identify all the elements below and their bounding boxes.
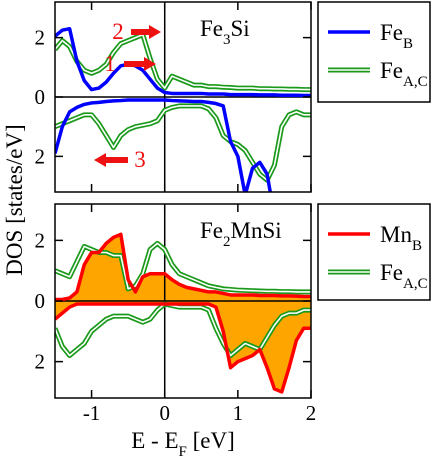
text-part: F <box>179 444 187 459</box>
y-tick-label: 0 <box>35 289 46 313</box>
legend-label: MnB <box>380 222 422 254</box>
y-tick-label: 0 <box>35 85 46 109</box>
series-line-inner <box>55 303 311 357</box>
x-tick-label: 1 <box>233 401 244 425</box>
annotation-arrow <box>124 57 156 71</box>
y-tick-label: 2 <box>35 350 46 374</box>
area-fill <box>55 234 311 301</box>
series-line <box>55 26 311 98</box>
legend-label: FeA,C <box>380 58 428 90</box>
text-part: Fe <box>200 218 223 243</box>
annotation-label: 2 <box>112 19 124 44</box>
y-tick-label: 2 <box>35 228 46 252</box>
panel-label: Fe2MnSi <box>200 218 282 250</box>
y-tick-label: 2 <box>35 144 46 168</box>
annotation-label: 3 <box>134 147 146 172</box>
text-part: 2 <box>223 234 231 250</box>
text-part: Mn <box>380 222 412 247</box>
annotation-label: 1 <box>104 51 116 76</box>
text-part: E - E <box>131 428 178 453</box>
legend-box <box>317 203 431 301</box>
text-part: 3 <box>223 32 231 48</box>
text-part: A,C <box>403 74 428 90</box>
text-part: [eV] <box>187 428 235 453</box>
plot-area <box>55 2 311 192</box>
text-part: MnSi <box>231 218 282 243</box>
annotation-arrow <box>94 153 128 167</box>
text-part: B <box>412 238 422 254</box>
text-part: Fe <box>380 20 403 45</box>
x-tick-label: -1 <box>83 401 101 425</box>
legend-label: FeB <box>380 20 413 52</box>
text-part: Fe <box>380 58 403 83</box>
series-line-inner <box>55 33 311 91</box>
text-part: Fe <box>380 260 403 285</box>
area-fill <box>55 301 311 392</box>
text-part: A,C <box>403 276 428 292</box>
series-line-inner <box>55 105 311 181</box>
series-line <box>55 98 273 192</box>
text-part: Si <box>231 16 250 41</box>
series-line <box>55 232 311 302</box>
x-tick-label: 2 <box>306 401 317 425</box>
text-part: Fe <box>200 16 223 41</box>
plot-area <box>55 204 311 398</box>
text-part: B <box>403 36 413 52</box>
y-axis-label: DOS [states/eV] <box>2 124 27 275</box>
annotation-arrow <box>131 25 161 39</box>
legend-box <box>317 1 431 103</box>
legend-label: FeA,C <box>380 260 428 292</box>
y-tick-label: 2 <box>35 26 46 50</box>
panel-label: Fe3Si <box>200 16 250 48</box>
x-tick-label: 0 <box>159 401 170 425</box>
series-line <box>55 302 311 394</box>
x-axis-label: E - EF [eV] <box>131 428 235 459</box>
